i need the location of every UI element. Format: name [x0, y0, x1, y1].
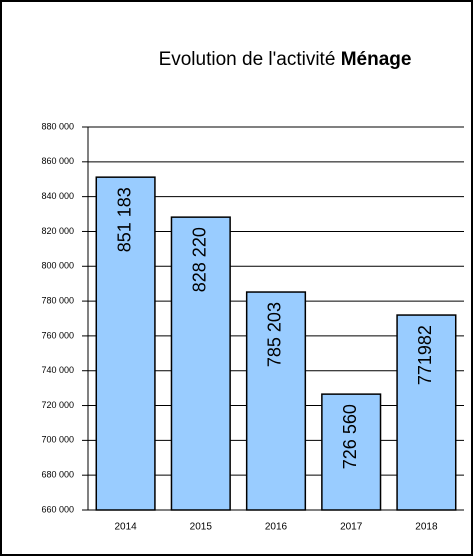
value-label: 851 183	[114, 187, 134, 252]
bar	[396, 314, 457, 511]
bar	[95, 176, 156, 511]
value-label: 771982	[415, 325, 435, 385]
y-tick-label: 680 000	[41, 470, 74, 480]
chart-title: Evolution de l'activité Ménage	[159, 49, 412, 70]
value-label: 726 560	[340, 404, 360, 469]
x-tick-label: 2015	[190, 522, 213, 533]
y-tick-label: 760 000	[41, 330, 74, 340]
bar	[321, 393, 382, 511]
value-label: 785 203	[265, 302, 285, 367]
x-tick-label: 2017	[340, 522, 363, 533]
y-tick-label: 840 000	[41, 191, 74, 201]
y-tick-label: 660 000	[41, 504, 74, 514]
y-tick-label: 800 000	[41, 261, 74, 271]
value-label: 828 220	[190, 227, 210, 292]
y-tick-label: 740 000	[41, 365, 74, 375]
y-tick-label: 700 000	[41, 435, 74, 445]
y-tick-label: 720 000	[41, 400, 74, 410]
bar	[245, 291, 307, 511]
bar	[170, 216, 231, 511]
y-tick-label: 780 000	[41, 295, 74, 305]
y-tick-label: 880 000	[41, 121, 74, 131]
y-tick-label: 860 000	[41, 156, 74, 166]
title-emphasis: Ménage	[341, 49, 412, 70]
x-tick-label: 2018	[415, 522, 438, 533]
x-tick-label: 2016	[265, 522, 288, 533]
title-text: Evolution de l'activité	[159, 49, 336, 70]
y-tick-label: 820 000	[41, 226, 74, 236]
x-tick-label: 2014	[114, 522, 137, 533]
